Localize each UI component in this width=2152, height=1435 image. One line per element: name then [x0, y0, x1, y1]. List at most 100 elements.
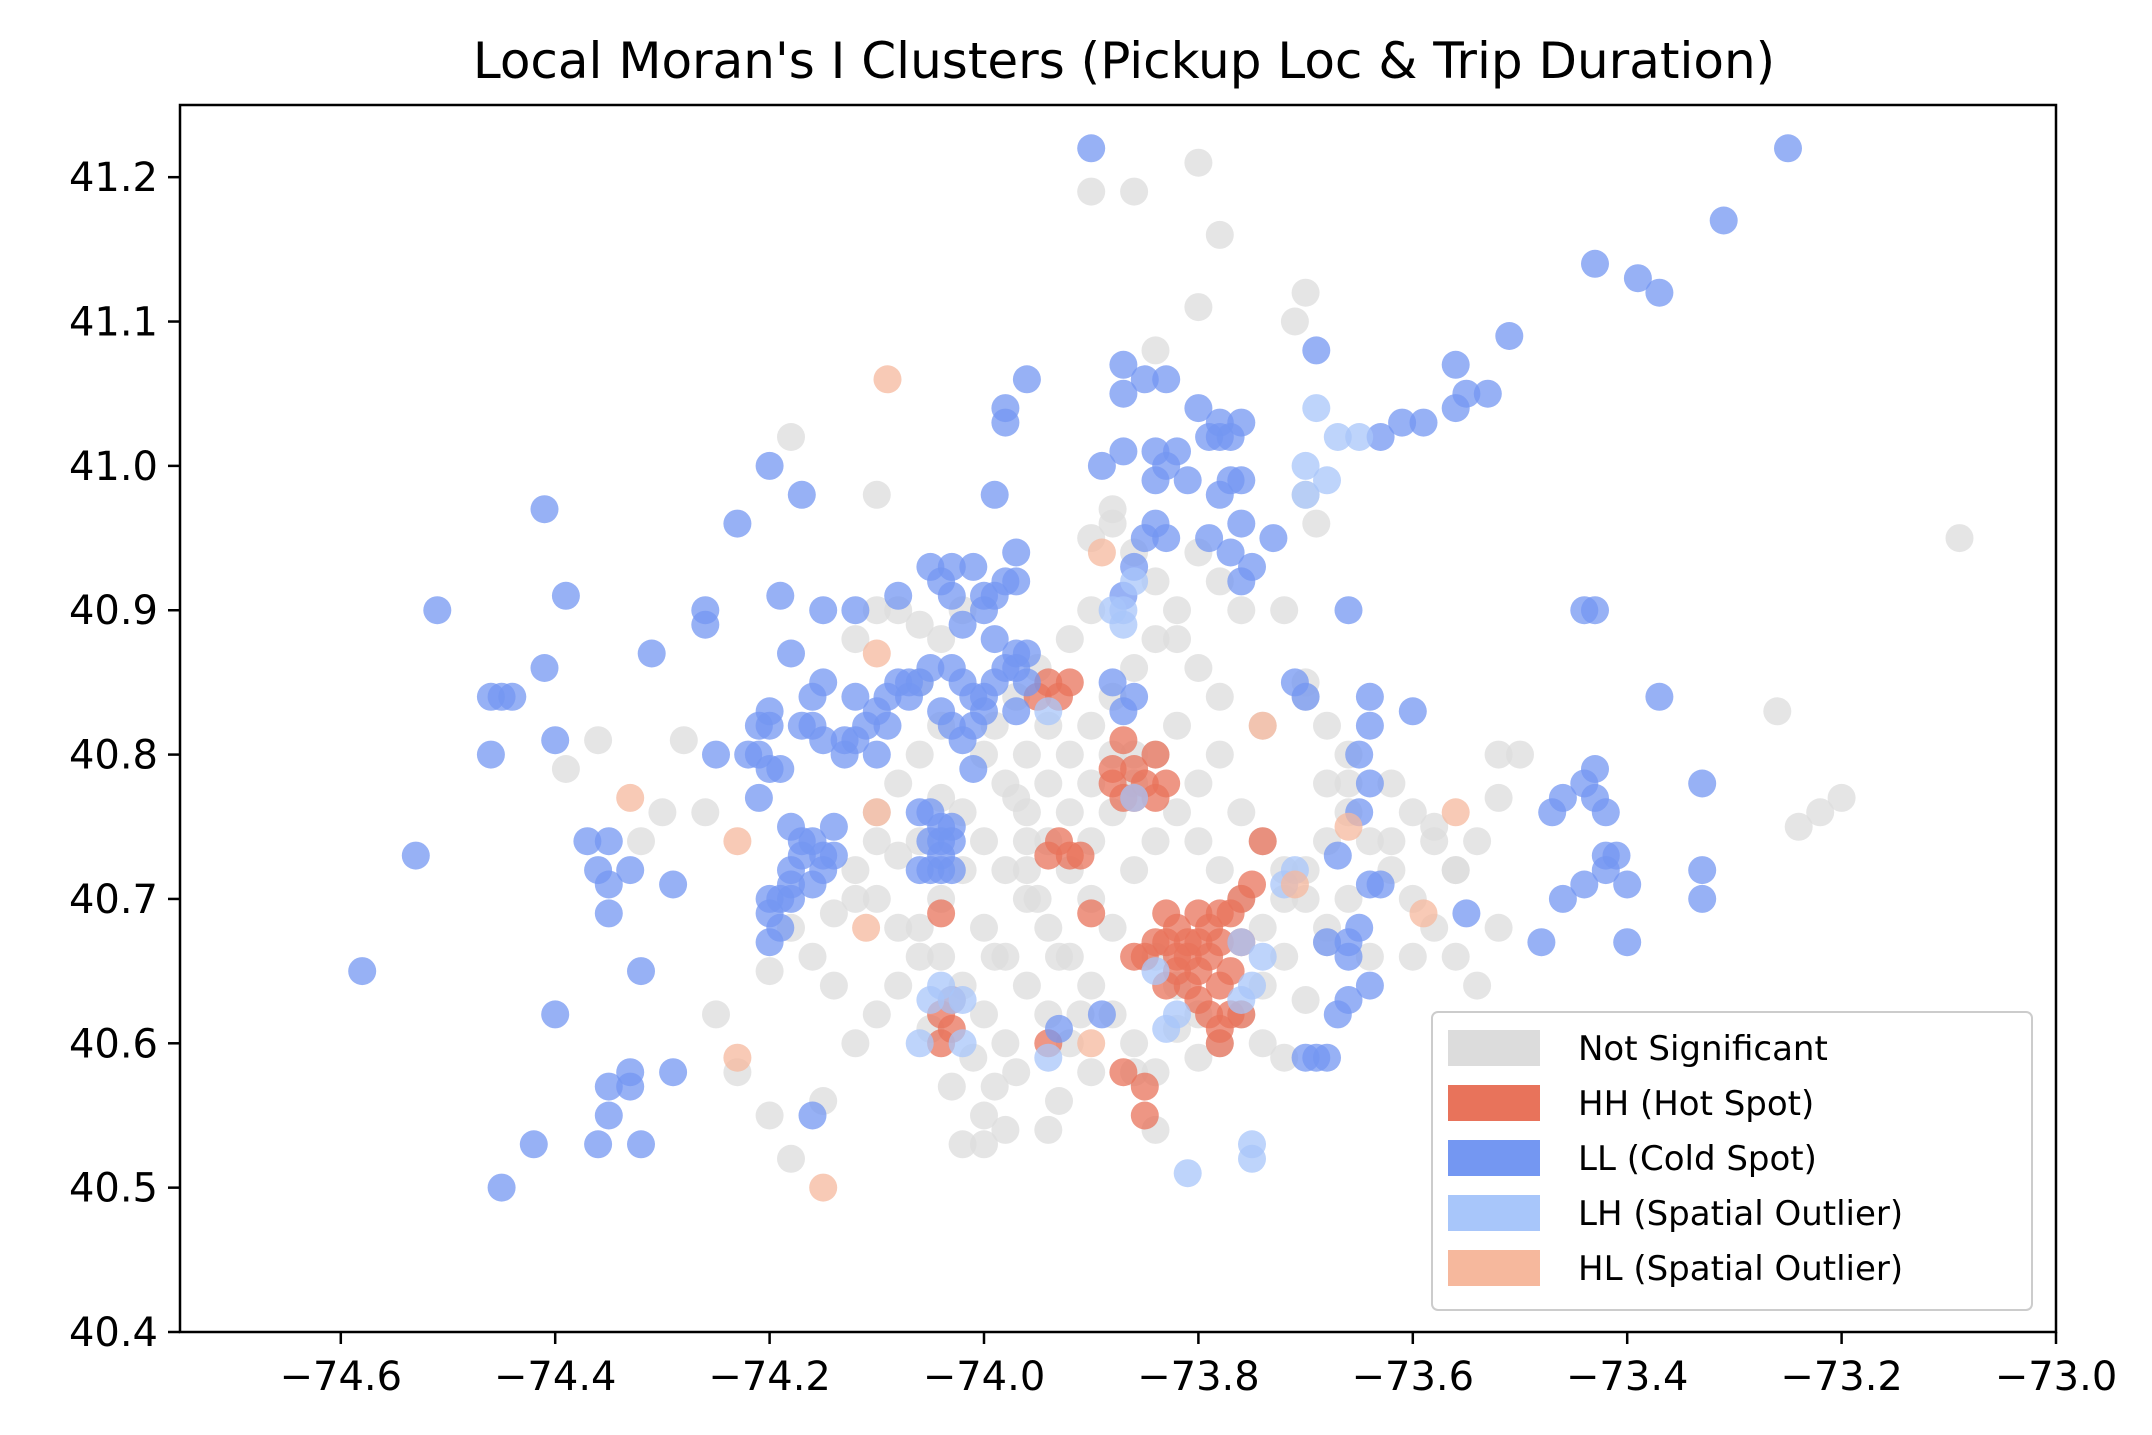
legend-label: LH (Spatial Outlier) — [1578, 1194, 1903, 1234]
data-point — [1238, 1145, 1266, 1173]
data-point — [1034, 842, 1062, 870]
data-point — [1485, 784, 1513, 812]
data-point — [1356, 683, 1384, 711]
data-point — [1206, 1029, 1234, 1057]
data-point — [616, 1073, 644, 1101]
data-point — [1013, 741, 1041, 769]
data-point — [1249, 827, 1277, 855]
data-point — [1109, 726, 1137, 754]
data-point — [1002, 697, 1030, 725]
data-point — [884, 582, 912, 610]
x-tick-label: −73.6 — [1352, 1354, 1475, 1400]
data-point — [638, 640, 666, 668]
data-point — [863, 798, 891, 826]
data-point — [1120, 178, 1148, 206]
data-point — [1474, 380, 1502, 408]
data-point — [809, 856, 837, 884]
data-point — [541, 726, 569, 754]
data-point — [723, 510, 751, 538]
data-point — [1313, 770, 1341, 798]
data-point — [498, 683, 526, 711]
data-point — [981, 943, 1009, 971]
data-point — [1688, 885, 1716, 913]
data-point — [1120, 784, 1148, 812]
legend-label: LL (Cold Spot) — [1578, 1139, 1817, 1179]
data-point — [777, 1145, 805, 1173]
data-point — [906, 943, 934, 971]
data-point — [756, 928, 784, 956]
data-point — [1227, 567, 1255, 595]
data-point — [1034, 914, 1062, 942]
data-point — [1946, 524, 1974, 552]
data-point — [616, 784, 644, 812]
data-point — [1410, 899, 1438, 927]
data-point — [1142, 827, 1170, 855]
data-point — [1217, 466, 1245, 494]
data-point — [1056, 625, 1084, 653]
data-point — [1077, 1029, 1105, 1057]
data-point — [1527, 928, 1555, 956]
data-point — [1206, 856, 1234, 884]
data-point — [1785, 813, 1813, 841]
data-point — [1302, 510, 1330, 538]
data-point — [766, 755, 794, 783]
y-tick-label: 41.1 — [69, 300, 158, 346]
legend-label: HL (Spatial Outlier) — [1578, 1249, 1903, 1289]
data-point — [1763, 697, 1791, 725]
data-point — [1345, 914, 1373, 942]
data-point — [584, 1130, 612, 1158]
data-point — [766, 582, 794, 610]
data-point — [1206, 741, 1234, 769]
data-point — [938, 1073, 966, 1101]
x-tick-label: −73.2 — [1780, 1354, 1903, 1400]
data-point — [1152, 365, 1180, 393]
data-point — [1013, 972, 1041, 1000]
data-point — [1088, 452, 1116, 480]
data-point — [1485, 914, 1513, 942]
data-point — [691, 798, 719, 826]
data-point — [1120, 567, 1148, 595]
data-point — [820, 972, 848, 1000]
y-axis: 40.440.540.640.740.840.941.041.141.2 — [69, 155, 180, 1356]
data-point — [595, 899, 623, 927]
data-point — [981, 481, 1009, 509]
data-point — [820, 813, 848, 841]
legend-swatch — [1448, 1195, 1540, 1231]
data-point — [1592, 798, 1620, 826]
data-point — [1399, 697, 1427, 725]
data-point — [1281, 308, 1309, 336]
legend-label: Not Significant — [1578, 1029, 1828, 1069]
data-point — [788, 481, 816, 509]
data-point — [1088, 1000, 1116, 1028]
y-tick-label: 40.4 — [69, 1310, 158, 1356]
data-point — [1045, 943, 1073, 971]
data-point — [1002, 539, 1030, 567]
data-point — [1463, 972, 1491, 1000]
data-point — [1495, 322, 1523, 350]
data-point — [1774, 134, 1802, 162]
data-point — [970, 582, 998, 610]
data-point — [874, 712, 902, 740]
data-point — [1227, 986, 1255, 1014]
chart-title: Local Moran's I Clusters (Pickup Loc & T… — [473, 32, 1775, 90]
data-point — [1206, 221, 1234, 249]
data-point — [402, 842, 430, 870]
data-point — [1238, 871, 1266, 899]
data-point — [1356, 972, 1384, 1000]
data-point — [1399, 943, 1427, 971]
data-point — [1034, 697, 1062, 725]
data-point — [1270, 596, 1298, 624]
data-point — [884, 914, 912, 942]
data-point — [1399, 798, 1427, 826]
data-point — [1292, 986, 1320, 1014]
data-point — [1034, 770, 1062, 798]
data-point — [1077, 134, 1105, 162]
data-point — [1077, 972, 1105, 1000]
data-point — [799, 943, 827, 971]
data-point — [938, 582, 966, 610]
data-point — [552, 755, 580, 783]
x-tick-label: −74.4 — [494, 1354, 617, 1400]
data-point — [670, 726, 698, 754]
data-point — [723, 1044, 751, 1072]
